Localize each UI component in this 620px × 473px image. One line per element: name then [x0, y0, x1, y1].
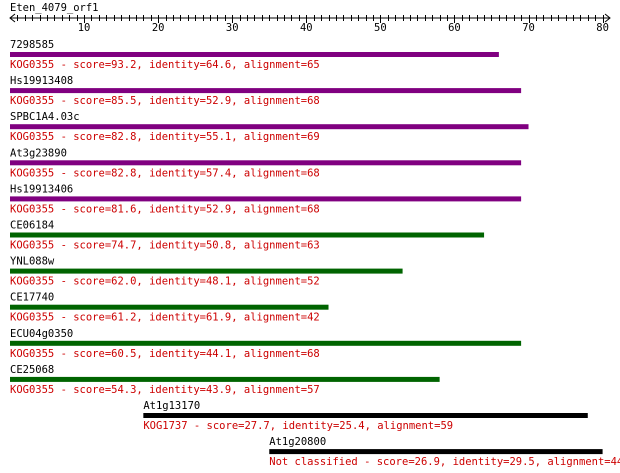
hit-id[interactable]: Hs19913408: [10, 75, 73, 87]
ruler-right-arrow-icon: [604, 13, 611, 23]
hit-bar[interactable]: [10, 232, 485, 238]
hit-id[interactable]: At3g23890: [10, 147, 67, 159]
hit-bar[interactable]: [10, 196, 522, 202]
hit-description: KOG0355 - score=54.3, identity=43.9, ali…: [10, 384, 320, 396]
ruler-tick-label: 70: [522, 22, 535, 34]
hit-row[interactable]: Hs19913406 KOG0355 - score=81.6, identity…: [10, 183, 522, 215]
ruler-tick-label: 50: [374, 22, 387, 34]
hit-bar[interactable]: [10, 52, 499, 57]
hit-row[interactable]: YNL088w KOG0355 - score=62.0, identity=48…: [10, 256, 403, 288]
hit-row[interactable]: At1g13170 KOG1737 - score=27.7, identity=…: [143, 400, 588, 432]
hit-id[interactable]: At1g20800: [269, 436, 326, 448]
hit-row[interactable]: CE17740 KOG0355 - score=61.2, identity=61…: [10, 292, 329, 324]
ruler-tick-label: 30: [226, 22, 239, 34]
hit-id[interactable]: CE25068: [10, 364, 54, 376]
hit-row[interactable]: At3g23890 KOG0355 - score=82.8, identity=…: [10, 147, 522, 179]
hit-bar[interactable]: [10, 376, 440, 382]
hit-bar[interactable]: [143, 413, 588, 418]
ruler-tick-label: 10: [78, 22, 91, 34]
hit-description: KOG0355 - score=82.8, identity=55.1, ali…: [10, 131, 320, 143]
ruler-tick-label: 80: [596, 22, 609, 34]
hit-id[interactable]: Hs19913406: [10, 183, 73, 195]
hit-bar[interactable]: [269, 449, 603, 455]
hit-bar[interactable]: [10, 124, 529, 130]
hit-bar[interactable]: [10, 340, 522, 346]
hit-bar[interactable]: [10, 88, 522, 94]
ruler-tick-label: 20: [152, 22, 165, 34]
ruler-tick-label: 60: [448, 22, 461, 34]
hit-row[interactable]: CE25068 KOG0355 - score=54.3, identity=43…: [10, 364, 440, 396]
query-name: Eten_4079_orf1: [10, 2, 99, 14]
hit-bar[interactable]: [10, 268, 403, 274]
hit-description: Not classified - score=26.9, identity=29…: [269, 456, 620, 468]
hit-list: 7298585 KOG0355 - score=93.2, identity=64…: [10, 39, 620, 468]
hit-bar[interactable]: [10, 304, 329, 310]
hit-id[interactable]: SPBC1A4.03c: [10, 111, 80, 123]
hit-description: KOG0355 - score=62.0, identity=48.1, ali…: [10, 276, 320, 288]
hit-description: KOG0355 - score=61.2, identity=61.9, ali…: [10, 312, 320, 324]
hit-description: KOG0355 - score=85.5, identity=52.9, ali…: [10, 95, 320, 107]
hit-row[interactable]: ECU04g0350 KOG0355 - score=60.5, identity…: [10, 328, 522, 360]
hit-id[interactable]: At1g13170: [143, 400, 200, 412]
hit-row[interactable]: 7298585 KOG0355 - score=93.2, identity=64…: [10, 39, 499, 71]
hit-row[interactable]: SPBC1A4.03c KOG0355 - score=82.8, identit…: [10, 111, 529, 143]
hit-description: KOG1737 - score=27.7, identity=25.4, ali…: [143, 420, 453, 432]
hit-description: KOG0355 - score=60.5, identity=44.1, ali…: [10, 348, 320, 360]
hit-id[interactable]: 7298585: [10, 39, 54, 51]
hit-id[interactable]: YNL088w: [10, 256, 55, 268]
hit-id[interactable]: ECU04g0350: [10, 328, 73, 340]
hit-description: KOG0355 - score=81.6, identity=52.9, ali…: [10, 203, 320, 215]
ruler-tick-label: 40: [300, 22, 313, 34]
hit-id[interactable]: CE17740: [10, 292, 54, 304]
hit-row[interactable]: At1g20800 Not classified - score=26.9, id…: [269, 436, 620, 468]
hit-bar[interactable]: [10, 160, 522, 166]
ruler-left-arrow-icon: [9, 13, 16, 23]
hit-description: KOG0355 - score=82.8, identity=57.4, ali…: [10, 167, 320, 179]
hit-id[interactable]: CE06184: [10, 220, 54, 232]
hit-description: KOG0355 - score=74.7, identity=50.8, ali…: [10, 240, 320, 252]
hit-row[interactable]: Hs19913408 KOG0355 - score=85.5, identity…: [10, 75, 522, 107]
hit-description: KOG0355 - score=93.2, identity=64.6, ali…: [10, 59, 320, 71]
query-ruler: 10 20 30 40 50 60 70 80: [9, 13, 611, 34]
hit-row[interactable]: CE06184 KOG0355 - score=74.7, identity=50…: [10, 220, 485, 252]
